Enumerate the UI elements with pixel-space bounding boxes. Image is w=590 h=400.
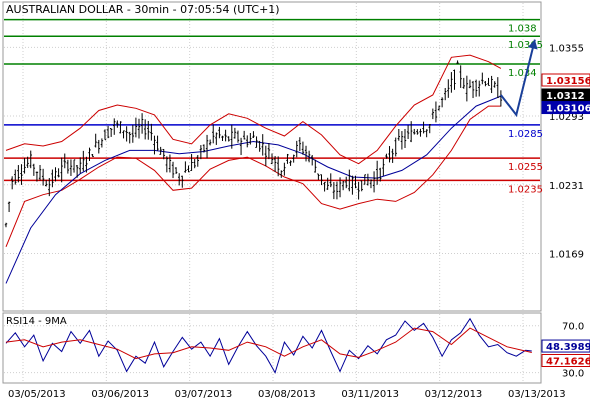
rsi-badge: [541, 339, 590, 353]
level-label: 1.0235: [508, 184, 543, 195]
x-tick-label: 03/06/2013: [91, 389, 149, 400]
rsi-gridlines: [4, 314, 540, 382]
ma-badge-label: 1.03106: [546, 104, 590, 115]
projection-arrow-line: [500, 39, 536, 118]
projection-arrow-head: [527, 39, 538, 50]
rsi-y-axis: 70.0 30.0: [562, 322, 584, 380]
y-tick-label: 1.0293: [549, 112, 584, 123]
price-y-axis: 1.0355 1.0293 1.0231 1.0169: [549, 43, 584, 260]
rsi-ma-badge: [541, 353, 590, 367]
x-tick-label: 03/11/2013: [341, 389, 399, 400]
x-tick-label: 03/08/2013: [258, 389, 316, 400]
chart-title: AUSTRALIAN DOLLAR - 30min - 07:05:54 (UT…: [6, 3, 280, 16]
price-gridlines: [4, 3, 540, 310]
indicator-layer: [5, 54, 502, 284]
bollinger-upper-line: [5, 54, 502, 165]
level-label: 1.0255: [508, 162, 543, 173]
level-label: 1.038: [508, 24, 537, 35]
x-tick-label: 03/12/2013: [425, 389, 483, 400]
y-tick-label: 1.0231: [549, 181, 584, 192]
levels-layer: 1.038 1.0365 1.034 1.0285 1.0255 1.0235: [4, 18, 543, 195]
upper-band-badge-label: 1.03156: [546, 76, 590, 87]
y-tick-label: 1.0355: [549, 43, 584, 54]
last-price-badge-label: 1.0312: [546, 91, 585, 102]
level-label: 1.034: [508, 68, 537, 79]
level-label: 1.0285: [508, 129, 543, 140]
level-label: 1.0365: [508, 40, 543, 51]
y-tick-label: 1.0169: [549, 249, 584, 260]
moving-average-line: [5, 95, 502, 284]
badges-layer: 1.03156 1.0312 1.03106 48.3989 47.1626: [541, 73, 590, 367]
rsi-badge-label: 48.3989: [546, 342, 590, 353]
upper-band-badge: [541, 73, 590, 87]
x-tick-label: 03/13/2013: [508, 389, 566, 400]
bollinger-lower-line: [5, 105, 501, 247]
rsi-tick-label: 70.0: [562, 322, 584, 333]
last-price-badge: [541, 88, 590, 102]
ma-badge: [541, 101, 590, 115]
projection-layer: [500, 39, 538, 118]
x-tick-label: 03/07/2013: [175, 389, 233, 400]
rsi-tick-label: 30.0: [562, 369, 584, 380]
rsi-ma-line: [5, 327, 532, 360]
rsi-lines-layer: [5, 317, 532, 374]
rsi-panel: [2, 312, 542, 384]
candles-layer: [4, 60, 503, 228]
x-axis: 03/05/2013 03/06/2013 03/07/2013 03/08/2013…: [8, 389, 566, 400]
x-tick-label: 03/05/2013: [8, 389, 66, 400]
rsi-label: RSI14 - 9MA: [6, 316, 67, 327]
rsi-ma-badge-label: 47.1626: [546, 356, 590, 367]
